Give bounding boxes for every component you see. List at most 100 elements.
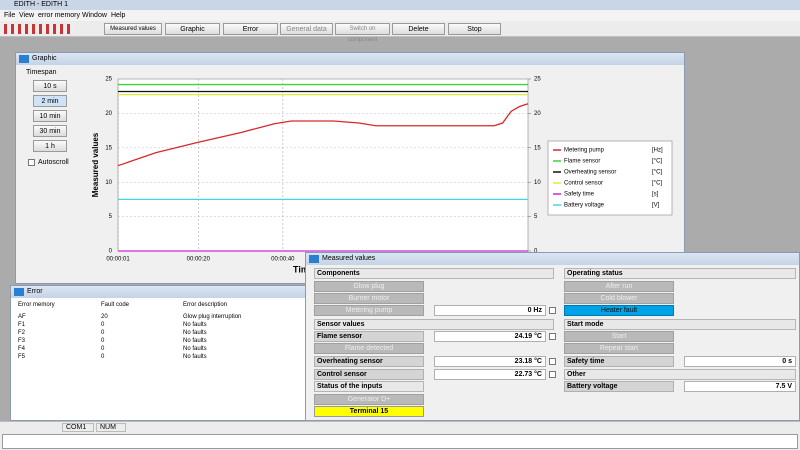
status-button[interactable]: Glow plug [314, 281, 424, 292]
timespan-button[interactable]: 30 min [33, 125, 67, 137]
field-label: Flame sensor [314, 331, 424, 342]
table-cell: No faults [183, 322, 207, 328]
section-header: Start mode [564, 319, 796, 330]
table-cell: 0 [101, 330, 105, 336]
status-button[interactable]: Flame detected [314, 343, 424, 354]
field-label: Control sensor [314, 369, 424, 380]
table-cell: 0 [101, 346, 105, 352]
section-header: Operating status [564, 268, 796, 279]
timespan-button[interactable]: 10 min [33, 110, 67, 122]
measured-values-window: Measured values Components Glow plug Bur… [305, 252, 800, 421]
table-cell: No faults [183, 354, 207, 360]
value-field: 22.73 °C [434, 369, 546, 380]
timespan-button[interactable]: 10 s [33, 80, 67, 92]
column-header: Error description [183, 302, 228, 308]
toolbar-button[interactable]: Graphic [165, 23, 220, 35]
toolbar-button[interactable]: Error [223, 23, 278, 35]
value-field: 23.18 °C [434, 356, 546, 367]
status-indicator: Terminal 15 [314, 406, 424, 417]
status-button[interactable]: After run [564, 281, 674, 292]
checkbox[interactable] [549, 371, 556, 378]
x-tick-label: 00:00:01 [106, 257, 130, 263]
toolbar-button[interactable]: Stop [448, 23, 501, 35]
y2-tick-label: 10 [534, 180, 541, 186]
x-tick-label: 00:00:20 [187, 257, 211, 263]
toolbar-button[interactable]: Switch on component [335, 23, 390, 43]
menu-item[interactable]: Window [82, 12, 107, 19]
legend-unit: [°C] [652, 170, 662, 176]
section-header: Sensor values [314, 319, 554, 330]
column-header: Fault code [101, 302, 130, 308]
app-title: EDITH - EDITH 1 [0, 0, 800, 10]
status-button[interactable]: Burner motor [314, 293, 424, 304]
status-button[interactable]: Repeat start [564, 343, 674, 354]
chart: 0 5 10 15 20 25 0 5 10 15 20 25 00:00:01 00:00:20 00:0… [91, 77, 673, 274]
window-title: Error [11, 286, 305, 298]
toolbar: Measured values Graphic Error General da… [0, 21, 800, 43]
table-cell: F3 [18, 338, 26, 344]
y2-tick-label: 25 [534, 77, 541, 83]
legend-label: Control sensor [564, 181, 603, 187]
status-field: COM1 [62, 423, 94, 432]
checkbox[interactable] [549, 358, 556, 365]
status-indicator: Heater fault [564, 305, 674, 316]
y-axis-label: Measured values [91, 132, 100, 197]
value-field: 0 Hz [434, 305, 546, 316]
menu-item[interactable]: File [4, 12, 16, 19]
y-tick-label: 15 [105, 145, 112, 151]
legend-label: Overheating sensor [564, 170, 616, 176]
checkbox[interactable] [549, 333, 556, 340]
status-button[interactable]: Cold blower [564, 293, 674, 304]
timespan-button[interactable]: 1 h [33, 140, 67, 152]
y-tick-label: 5 [109, 214, 113, 220]
y2-tick-label: 15 [534, 145, 541, 151]
field-label: Battery voltage [564, 381, 674, 392]
field-label: Overheating sensor [314, 356, 424, 367]
timespan-button[interactable]: 2 min [33, 95, 67, 107]
legend-unit: [°C] [652, 159, 662, 165]
menu-item[interactable]: View [19, 12, 35, 19]
menu-item[interactable]: error memory [38, 12, 81, 19]
status-button[interactable]: Generator D+ [314, 394, 424, 405]
y2-tick-label: 20 [534, 111, 541, 117]
window-title: Graphic [16, 53, 684, 65]
status-button[interactable]: Start [564, 331, 674, 342]
status-bar: COM1 NUM [0, 421, 800, 450]
section-header: Other [564, 369, 796, 380]
legend-unit: [Hz] [652, 148, 663, 154]
table-cell: 20 [101, 314, 108, 320]
y-tick-label: 20 [105, 111, 112, 117]
autoscroll-label: Autoscroll [38, 159, 69, 166]
toolbar-button[interactable]: Measured values [104, 23, 162, 35]
table-cell: 0 [101, 322, 105, 328]
graphic-window: Graphic Timespan 10 s 2 min 10 min 30 mi… [15, 52, 685, 284]
toolbar-button[interactable]: General data [280, 23, 333, 35]
plot-area [117, 78, 529, 252]
status-button[interactable]: Metering pump [314, 305, 424, 316]
table-cell: No faults [183, 338, 207, 344]
table-cell: Glow plug interruption [183, 314, 242, 320]
table-cell: F4 [18, 346, 26, 352]
x-axis-label: Time [293, 264, 314, 274]
column-header: Error memory [18, 302, 55, 308]
legend-label: Metering pump [564, 148, 605, 154]
window-icon [19, 55, 29, 63]
error-window: Error Error memory Fault code Error descri… [10, 285, 306, 421]
y-tick-label: 0 [109, 249, 113, 255]
y2-tick-label: 5 [534, 214, 538, 220]
menu-item[interactable]: Help [111, 12, 126, 19]
toolbar-button[interactable]: Delete [392, 23, 445, 35]
console [2, 434, 798, 449]
autoscroll-checkbox[interactable] [28, 159, 35, 166]
error-table: Error memory Fault code Error description A… [11, 300, 305, 420]
y2-tick-label: 0 [534, 249, 538, 255]
table-cell: No faults [183, 330, 207, 336]
window-icon [14, 288, 24, 296]
checkbox[interactable] [549, 307, 556, 314]
window-title: Measured values [306, 253, 799, 265]
value-field: 7.5 V [684, 381, 796, 392]
toolbar-icons[interactable] [4, 24, 74, 34]
table-cell: 0 [101, 354, 105, 360]
table-cell: 0 [101, 338, 105, 344]
